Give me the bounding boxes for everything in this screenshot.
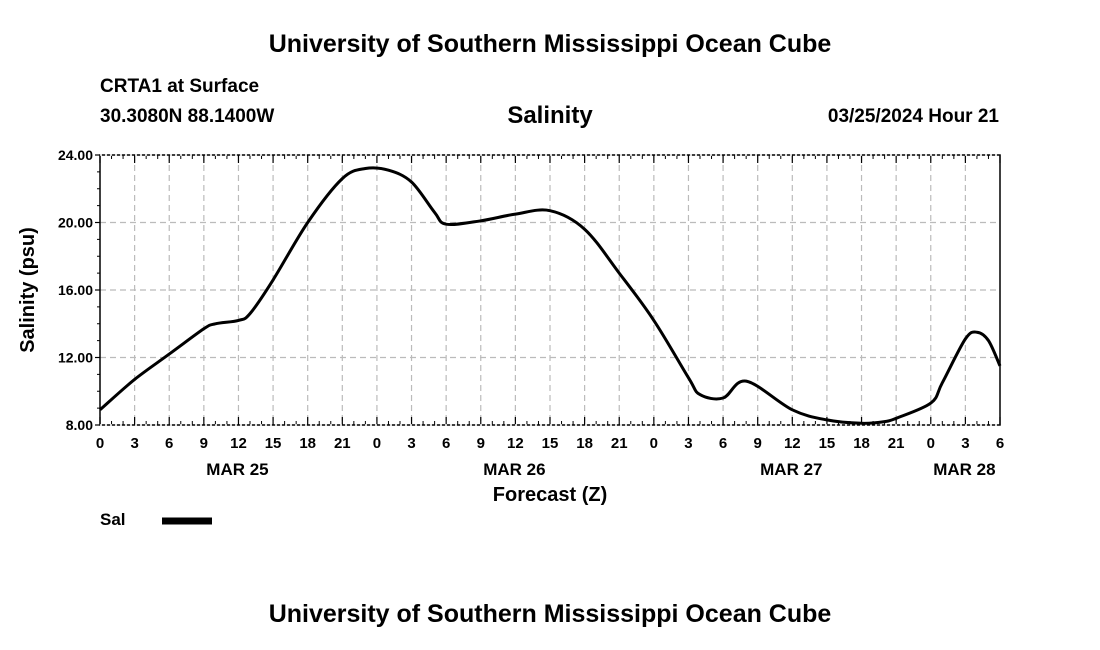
x-tick-label: 3 [407, 435, 415, 452]
x-tick-label: 12 [784, 435, 801, 452]
x-tick-label: 9 [477, 435, 485, 452]
x-tick-label: 0 [927, 435, 935, 452]
chart-title: University of Southern Mississippi Ocean… [268, 30, 832, 58]
x-tick-label: 3 [961, 435, 969, 452]
x-tick-label: 18 [853, 435, 870, 452]
x-tick-label: 9 [200, 435, 208, 452]
station-label: CRTA1 at Surface [100, 76, 260, 97]
x-tick-label: 12 [507, 435, 524, 452]
y-tick-label: 24.00 [58, 147, 93, 163]
x-tick-label: 3 [130, 435, 138, 452]
x-tick-label: 21 [334, 435, 351, 452]
date-label: MAR 27 [760, 460, 822, 479]
y-tick-label: 20.00 [58, 215, 93, 231]
grid-lines [100, 155, 1000, 425]
date-label: MAR 28 [933, 460, 995, 479]
x-tick-label: 6 [165, 435, 173, 452]
x-tick-label: 15 [819, 435, 836, 452]
legend-label: Sal [100, 510, 126, 529]
x-tick-label: 18 [576, 435, 593, 452]
y-axis-label: Salinity (psu) [17, 227, 39, 353]
axis-ticks: 0 3 6 9 12 15 18 21 0 3 6 9 12 15 18 21 0 3 6 9 12 15 18 21 0 3 6 8… [58, 147, 1004, 479]
y-tick-label: 8.00 [66, 417, 93, 433]
date-label: MAR 25 [206, 460, 268, 479]
x-tick-label: 0 [650, 435, 658, 452]
station-coordinates: 30.3080N 88.1400W [100, 106, 275, 127]
x-tick-label: 15 [265, 435, 282, 452]
y-tick-label: 12.00 [58, 350, 93, 366]
x-tick-label: 12 [230, 435, 247, 452]
x-tick-label: 21 [888, 435, 905, 452]
series-line-sal [99, 166, 1002, 425]
x-tick-label: 6 [719, 435, 727, 452]
x-tick-label: 6 [442, 435, 450, 452]
series-layer [99, 166, 1002, 425]
date-label: MAR 26 [483, 460, 545, 479]
variable-title: Salinity [507, 102, 593, 129]
x-tick-label: 0 [96, 435, 104, 452]
x-tick-label: 18 [299, 435, 316, 452]
y-tick-label: 16.00 [58, 282, 93, 298]
issue-time: 03/25/2024 Hour 21 [827, 106, 999, 127]
x-tick-label: 0 [373, 435, 381, 452]
x-tick-label: 3 [684, 435, 692, 452]
footer-title: University of Southern Mississippi Ocean… [268, 600, 832, 628]
x-tick-label: 21 [611, 435, 628, 452]
x-tick-label: 15 [542, 435, 559, 452]
x-axis-label: Forecast (Z) [493, 484, 607, 506]
x-tick-label: 9 [754, 435, 762, 452]
x-tick-label: 6 [996, 435, 1004, 452]
